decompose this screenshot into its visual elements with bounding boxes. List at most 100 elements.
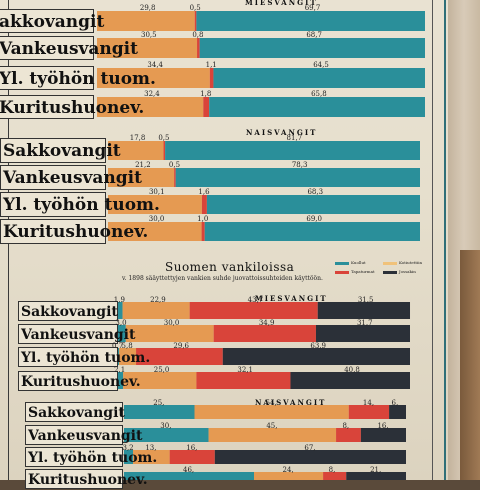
value-label: 14, (362, 399, 375, 407)
value-label: 1,0 (197, 215, 209, 223)
value-label: 64,5 (313, 61, 329, 69)
bar-segment (108, 168, 175, 187)
row-label: Sakkovangit (0, 138, 121, 163)
bar-segment (201, 195, 207, 214)
row-label: Kuritushuonev. (18, 370, 141, 391)
bar-segment (124, 428, 209, 442)
value-label: 30, (160, 422, 172, 430)
value-label: 65,8 (311, 90, 327, 98)
legend-label: Jossakin (399, 269, 416, 274)
row-label: Sakkovangit (18, 300, 118, 321)
legend-swatch (383, 270, 397, 274)
section-title: NAISVANGIT (246, 128, 318, 137)
row-label: Yl. työhön tuom. (0, 192, 160, 217)
value-label: 3,2 (122, 444, 134, 452)
bar-segment (165, 141, 420, 160)
bar-segment (175, 168, 420, 187)
bar-segment (174, 168, 176, 187)
bar-segment (136, 348, 223, 365)
row-label: Sakkovangit (25, 402, 125, 422)
bar-segment (108, 141, 164, 160)
value-label: 1,8 (200, 90, 212, 98)
value-label: 40,8 (344, 366, 360, 374)
value-label: 45, (266, 422, 278, 430)
value-label: 16, (377, 422, 389, 430)
bar-segment (117, 302, 123, 319)
row-label: Kuritushuonev. (0, 95, 144, 119)
bar-segment (222, 348, 410, 365)
wood-panel (460, 250, 480, 480)
row-label: Kuritushuonev. (0, 219, 148, 244)
legend: Kuollut Tapaturmat Kotiutettiin Jossakin (335, 260, 435, 282)
legend-item: Tapaturmat (335, 269, 375, 274)
bar-segment (346, 472, 406, 480)
value-label: 69,0 (306, 215, 322, 223)
legend-swatch (335, 270, 349, 274)
value-label: 30,0 (148, 215, 165, 223)
value-label: 21,2 (135, 161, 151, 169)
bar-segment (123, 372, 197, 389)
legend-swatch (335, 261, 349, 265)
value-label: 0,8 (192, 31, 204, 39)
value-label: 0,5 (168, 161, 181, 169)
bar-segment (117, 325, 126, 342)
value-label: 0,5 (189, 4, 201, 12)
bar-segment (108, 195, 202, 214)
value-label: 54, (265, 399, 277, 407)
value-label: 5,8 (121, 342, 133, 350)
section-title: MIESVANGIT (245, 0, 318, 7)
bar-segment (133, 450, 170, 464)
bar-segment (124, 450, 134, 464)
frame-right-edge (444, 0, 446, 480)
value-label: 68,3 (307, 188, 324, 196)
value-label: 69,7 (304, 4, 321, 12)
legend-label: Kotiutettiin (399, 260, 423, 265)
bar-segment (196, 11, 425, 31)
legend-item: Kuollut (335, 260, 366, 265)
value-label: 25, (153, 399, 165, 407)
value-label: 34,9 (258, 319, 275, 327)
value-label: 31,7 (356, 319, 373, 327)
value-label: 30,5 (141, 31, 157, 39)
bar-segment (213, 68, 425, 88)
value-label: 30,1 (148, 188, 165, 196)
legend-item: Kotiutettiin (383, 260, 422, 265)
bar-segment (194, 11, 197, 31)
value-label: 30,0 (163, 319, 180, 327)
value-label: 8, (342, 422, 350, 430)
bar-segment (336, 428, 361, 442)
row-label: Yl. työhön tuom. (0, 66, 156, 90)
value-label: 1,1 (205, 61, 217, 69)
bar-segment (119, 348, 137, 365)
bar-segment (214, 450, 406, 464)
bar-segment (254, 472, 324, 480)
bar-segment (117, 372, 124, 389)
row-label: Yl. työhön tuom. (18, 346, 150, 367)
bar-segment (97, 11, 195, 31)
bar-segment (169, 450, 215, 464)
value-label: 1,6 (198, 188, 210, 196)
legend-label: Tapaturmat (351, 269, 375, 274)
row-label: Vankeusvangit (0, 36, 138, 60)
bar-segment (97, 38, 198, 58)
value-label: 1,9 (113, 296, 125, 304)
value-label: 67, (304, 444, 316, 452)
value-label: 0,7 (112, 342, 124, 350)
row-label: Kuritushuonev. (25, 469, 148, 489)
legend-label: Kuollut (351, 260, 366, 265)
legend-swatch (383, 261, 397, 265)
bar-segment (348, 405, 390, 419)
value-label: 29,6 (173, 342, 189, 350)
section-title: NAISVANGIT (255, 398, 327, 407)
bar-segment (389, 405, 406, 419)
bar-segment (360, 428, 406, 442)
row-label: Vankeusvangit (25, 425, 142, 445)
bar-segment (208, 428, 337, 442)
value-label: 32,4 (144, 90, 160, 98)
bar-segment (189, 302, 318, 319)
bar-segment (163, 141, 166, 160)
bar-segment (203, 97, 210, 117)
bar-segment (209, 97, 425, 117)
row-label: Vankeusvangit (0, 165, 142, 190)
